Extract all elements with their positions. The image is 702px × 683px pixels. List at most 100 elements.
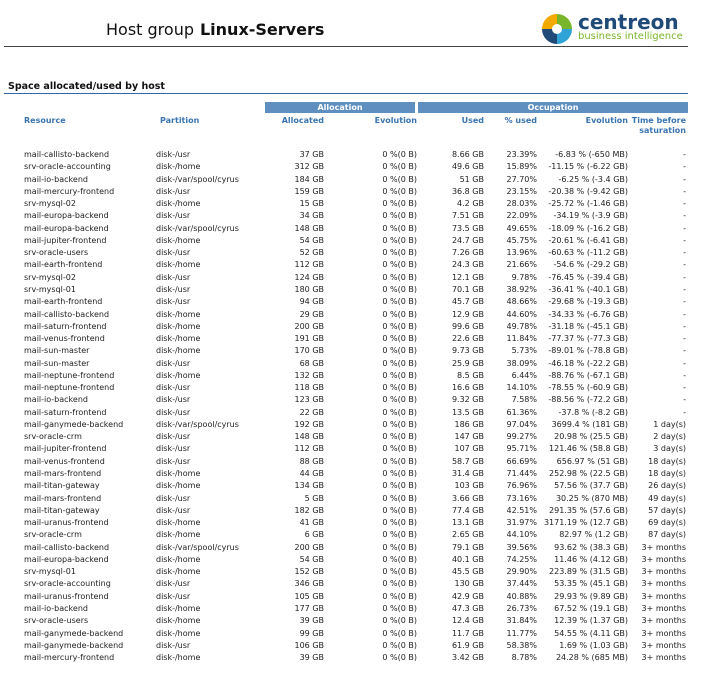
table-cell: disk-/var/spool/cyrus — [156, 542, 239, 552]
table-cell: 0 %(0 B) — [382, 346, 417, 356]
table-cell: 6 GB — [304, 530, 324, 540]
table-cell: 21.66% — [506, 260, 537, 270]
table-cell: 0 %(0 B) — [382, 456, 417, 466]
table-cell: 51 GB — [459, 174, 484, 184]
table-cell: 0 %(0 B) — [382, 419, 417, 429]
table-cell: 0 %(0 B) — [382, 321, 417, 331]
table-cell: 0 %(0 B) — [382, 199, 417, 209]
table-cell: disk-/usr — [156, 211, 191, 221]
table-cell: 3+ months — [641, 567, 686, 577]
column-header: Time before saturation — [631, 116, 686, 135]
table-cell: mail-io-backend — [24, 174, 88, 184]
table-cell: 2.65 GB — [451, 530, 484, 540]
table-cell: 69 day(s) — [648, 518, 686, 528]
table-cell: mail-callisto-backend — [24, 150, 110, 159]
table-cell: - — [683, 358, 686, 368]
table-cell: 73.5 GB — [451, 223, 484, 233]
table-cell: disk-/home — [156, 530, 201, 540]
table-cell: 53.35 % (45.1 GB) — [554, 579, 628, 589]
table-cell: 6.44% — [511, 370, 537, 380]
table-cell: -76.45 % (-39.4 GB) — [548, 272, 628, 282]
table-cell: 0 %(0 B) — [382, 530, 417, 540]
table-cell: disk-/var/spool/cyrus — [156, 419, 239, 429]
table-cell: 29 GB — [299, 309, 324, 319]
table-cell: 1 day(s) — [653, 419, 686, 429]
table-cell: 31.84% — [506, 616, 537, 626]
table-cell: mail-uranus-frontend — [24, 591, 109, 601]
table-cell: -34.19 % (-3.9 GB) — [553, 211, 628, 221]
column-header: Used — [461, 116, 484, 125]
table-cell: 200 GB — [294, 542, 325, 552]
table-cell: disk-/home — [156, 309, 201, 319]
table-cell: 3+ months — [641, 616, 686, 626]
table-cell: 0 %(0 B) — [382, 223, 417, 233]
header-rule — [4, 46, 688, 47]
table-cell: 112 GB — [294, 260, 325, 270]
table-cell: 7.58% — [511, 395, 537, 405]
table-cell: 147 GB — [454, 432, 485, 442]
table-cell: 22.09% — [506, 211, 537, 221]
table-cell: 25.9 GB — [451, 358, 484, 368]
table-cell: - — [683, 383, 686, 393]
table-cell: 0 %(0 B) — [382, 334, 417, 344]
table-cell: 0 %(0 B) — [382, 579, 417, 589]
table-cell: 24.7 GB — [451, 235, 484, 245]
table-cell: mail-ganymede-backend — [24, 628, 124, 638]
table-cell: - — [683, 321, 686, 331]
table-cell: 70.1 GB — [451, 284, 484, 294]
table-cell: disk-/usr — [156, 640, 191, 650]
table-cell: -20.38 % (-9.42 GB) — [548, 186, 628, 196]
table-cell: -6.83 % (-650 MB) — [555, 150, 628, 159]
table-cell: 30.25 % (870 MB) — [555, 493, 628, 503]
table-cell: 9.78% — [511, 272, 537, 282]
table-cell: mail-mercury-frontend — [24, 186, 115, 196]
table-cell: 3+ months — [641, 603, 686, 613]
table-cell: 58.7 GB — [451, 456, 484, 466]
table-cell: 3+ months — [641, 591, 686, 601]
table-cell: 66.69% — [506, 456, 537, 466]
table-cell: 58.38% — [506, 640, 537, 650]
table-cell: disk-/usr — [156, 395, 191, 405]
logo-tagline: business intelligence — [578, 31, 683, 42]
table-cell: 22.6 GB — [451, 334, 484, 344]
table-cell: srv-mysql-02 — [24, 272, 76, 282]
table-cell: 0 %(0 B) — [382, 383, 417, 393]
table-cell: 18 day(s) — [648, 469, 686, 479]
table-cell: 152 GB — [294, 567, 325, 577]
table-cell: 0 %(0 B) — [382, 653, 417, 663]
table-cell: mail-sun-master — [24, 346, 90, 356]
table-cell: 0 %(0 B) — [382, 272, 417, 282]
group-header: Allocation — [265, 102, 415, 113]
table-cell: 73.16% — [506, 493, 537, 503]
table-cell: 3+ months — [641, 579, 686, 589]
table-cell: 8.78% — [511, 653, 537, 663]
table-cell: 3 day(s) — [653, 444, 686, 454]
table-cell: mail-callisto-backend — [24, 309, 110, 319]
table-cell: disk-/home — [156, 567, 201, 577]
table-cell: 0 %(0 B) — [382, 174, 417, 184]
table-cell: 124 GB — [294, 272, 325, 282]
table-cell: 47.3 GB — [451, 603, 484, 613]
table-cell: srv-oracle-accounting — [24, 579, 111, 589]
table-cell: 40.88% — [506, 591, 537, 601]
table-cell: 0 %(0 B) — [382, 248, 417, 258]
table-cell: -36.41 % (-40.1 GB) — [548, 284, 628, 294]
table-cell: 291.35 % (57.6 GB) — [549, 505, 628, 515]
table-cell: 24.28 % (685 MB) — [555, 653, 628, 663]
table-cell: - — [683, 370, 686, 380]
table-cell: 26.73% — [506, 603, 537, 613]
table-cell: mail-earth-frontend — [24, 297, 103, 307]
table-cell: 0 %(0 B) — [382, 591, 417, 601]
table-cell: 3+ months — [641, 542, 686, 552]
table-cell: disk-/usr — [156, 150, 191, 159]
table-cell: -6.25 % (-3.4 GB) — [558, 174, 628, 184]
table-cell: - — [683, 174, 686, 184]
table-cell: - — [683, 162, 686, 172]
table-cell: -54.6 % (-29.2 GB) — [553, 260, 628, 270]
table-cell: - — [683, 199, 686, 209]
table-cell: 93.62 % (38.3 GB) — [554, 542, 628, 552]
table-cell: 87 day(s) — [648, 530, 686, 540]
table-cell: mail-saturn-frontend — [24, 321, 107, 331]
table-cell: 0 %(0 B) — [382, 162, 417, 172]
table-cell: disk-/home — [156, 162, 201, 172]
